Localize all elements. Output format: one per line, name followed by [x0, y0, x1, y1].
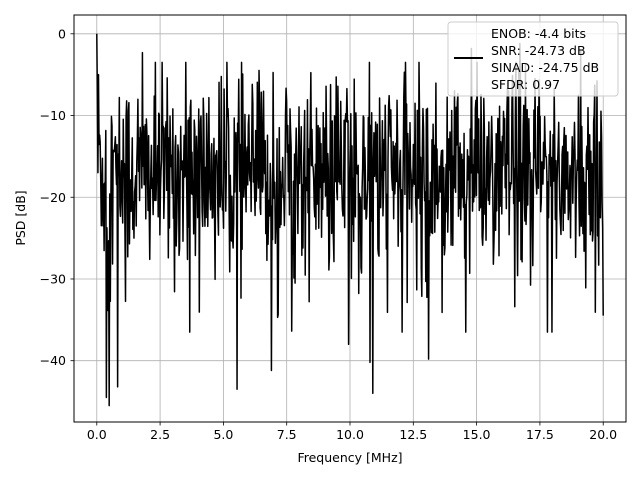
- y-axis-label: PSD [dB]: [13, 190, 28, 245]
- x-tick-label: 2.5: [150, 427, 170, 442]
- x-tick-label: 0.0: [87, 427, 107, 442]
- legend-line-1: ENOB: -4.4 bits: [491, 26, 586, 41]
- x-axis-label: Frequency [MHz]: [297, 450, 402, 465]
- x-tick-label: 12.5: [399, 427, 427, 442]
- legend-box: [447, 21, 619, 97]
- y-tick-label: −40: [40, 353, 66, 368]
- x-tick-label: 17.5: [526, 427, 554, 442]
- x-tick-label: 10.0: [336, 427, 364, 442]
- y-tick-label: 0: [58, 26, 66, 41]
- legend-line-3: SINAD: -24.75 dB: [491, 60, 599, 75]
- legend-line-4: SFDR: 0.97: [491, 77, 560, 92]
- x-axis-ticks: 0.0 2.5 5.0 7.5 10.0 12.5 15.0 17.5 20.0: [87, 422, 617, 442]
- y-axis-ticks: 0 −10 −20 −30 −40: [40, 26, 74, 368]
- legend: ENOB: -4.4 bits SNR: -24.73 dB SINAD: -2…: [447, 21, 619, 97]
- y-tick-label: −30: [40, 271, 66, 286]
- x-tick-label: 5.0: [213, 427, 233, 442]
- legend-line-2: SNR: -24.73 dB: [491, 43, 586, 58]
- x-tick-label: 20.0: [589, 427, 617, 442]
- y-tick-label: −10: [40, 108, 66, 123]
- x-tick-label: 15.0: [463, 427, 491, 442]
- x-tick-label: 7.5: [277, 427, 297, 442]
- y-tick-label: −20: [40, 190, 66, 205]
